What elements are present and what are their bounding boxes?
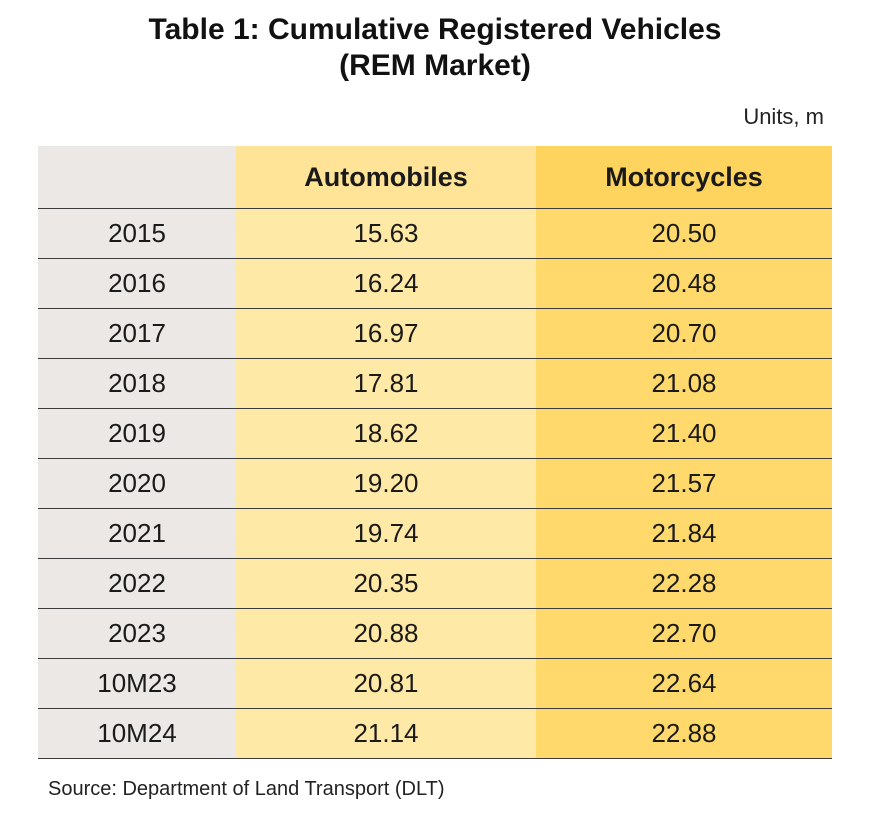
year-cell: 2021	[38, 508, 236, 559]
table-row: 2021 19.74 21.84	[38, 508, 832, 559]
automobiles-cell: 19.74	[236, 508, 536, 559]
automobiles-cell: 17.81	[236, 358, 536, 409]
table-row: 2020 19.20 21.57	[38, 458, 832, 509]
motorcycles-cell: 20.70	[536, 308, 832, 359]
motorcycles-cell: 21.40	[536, 408, 832, 459]
year-cell: 2018	[38, 358, 236, 409]
table-row: 10M23 20.81 22.64	[38, 658, 832, 709]
title-line-1: Table 1: Cumulative Registered Vehicles	[148, 13, 722, 46]
header-empty	[38, 146, 236, 209]
table-row: 10M24 21.14 22.88	[38, 708, 832, 759]
automobiles-cell: 16.24	[236, 258, 536, 309]
table-row: 2019 18.62 21.40	[38, 408, 832, 459]
motorcycles-cell: 22.28	[536, 558, 832, 609]
motorcycles-cell: 21.08	[536, 358, 832, 409]
title-line-2: (REM Market)	[339, 49, 531, 82]
units-label: Units, m	[743, 104, 824, 129]
automobiles-cell: 20.35	[236, 558, 536, 609]
motorcycles-cell: 20.48	[536, 258, 832, 309]
year-cell: 2020	[38, 458, 236, 509]
table-row: 2023 20.88 22.70	[38, 608, 832, 659]
table-row: 2017 16.97 20.70	[38, 308, 832, 359]
automobiles-cell: 15.63	[236, 208, 536, 259]
source-note: Source: Department of Land Transport (DL…	[48, 778, 445, 800]
table-body: 2015 15.63 20.50 2016 16.24 20.48 2017 16.97 2…	[38, 208, 832, 759]
header-automobiles: Automobiles	[236, 146, 536, 209]
year-cell: 10M24	[38, 708, 236, 759]
motorcycles-cell: 22.88	[536, 708, 832, 759]
automobiles-cell: 18.62	[236, 408, 536, 459]
table-row: 2015 15.63 20.50	[38, 208, 832, 259]
year-cell: 2023	[38, 608, 236, 659]
page-title: Table 1: Cumulative Registered Vehicles …	[0, 12, 870, 84]
table-row: 2018 17.81 21.08	[38, 358, 832, 409]
year-cell: 2022	[38, 558, 236, 609]
header-motorcycles: Motorcycles	[536, 146, 832, 209]
year-cell: 2019	[38, 408, 236, 459]
motorcycles-cell: 22.70	[536, 608, 832, 659]
motorcycles-cell: 20.50	[536, 208, 832, 259]
vehicles-table: Automobiles Motorcycles 2015 15.63 20.50 2…	[38, 146, 832, 759]
year-cell: 2017	[38, 308, 236, 359]
table-row: 2022 20.35 22.28	[38, 558, 832, 609]
year-cell: 2015	[38, 208, 236, 259]
automobiles-cell: 16.97	[236, 308, 536, 359]
motorcycles-cell: 22.64	[536, 658, 832, 709]
automobiles-cell: 19.20	[236, 458, 536, 509]
table-row: 2016 16.24 20.48	[38, 258, 832, 309]
year-cell: 2016	[38, 258, 236, 309]
year-cell: 10M23	[38, 658, 236, 709]
automobiles-cell: 21.14	[236, 708, 536, 759]
motorcycles-cell: 21.84	[536, 508, 832, 559]
automobiles-cell: 20.81	[236, 658, 536, 709]
automobiles-cell: 20.88	[236, 608, 536, 659]
motorcycles-cell: 21.57	[536, 458, 832, 509]
table-header-row: Automobiles Motorcycles	[38, 146, 832, 209]
